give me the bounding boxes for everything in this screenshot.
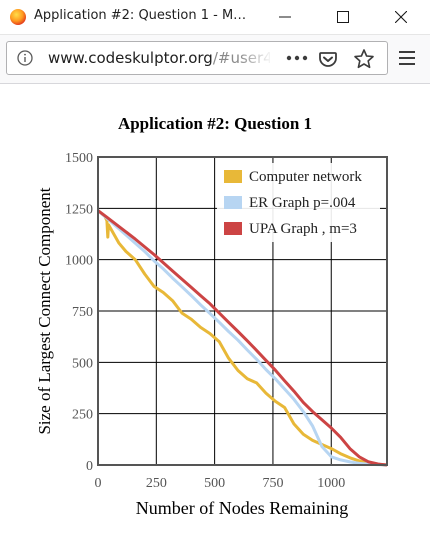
grid-lines	[98, 157, 387, 465]
close-icon	[395, 11, 407, 23]
y-tick-label: 1000	[65, 254, 93, 269]
page-content: Application #2: Question 1 0 250 500 750 100…	[0, 84, 430, 550]
x-tick-label: 1000	[317, 476, 345, 491]
y-tick-label: 0	[86, 459, 93, 474]
hamburger-menu-icon[interactable]	[398, 49, 416, 67]
legend-box	[217, 163, 380, 242]
url-host: www.codeskulptor.org	[48, 49, 213, 67]
series-lines	[97, 209, 388, 467]
x-tick-label: 0	[95, 476, 102, 491]
close-button[interactable]	[372, 0, 430, 34]
y-tick-label: 750	[72, 305, 93, 320]
legend-swatch	[224, 196, 242, 209]
x-tick-label: 250	[146, 476, 167, 491]
chart: Application #2: Question 1 0 250 500 750 100…	[35, 114, 388, 518]
info-icon[interactable]	[17, 50, 33, 66]
legend-label: ER Graph p=.004	[249, 195, 356, 211]
browser-toolbar: www.codeskulptor.org/#user4	[0, 35, 430, 84]
series-line-2	[97, 209, 388, 467]
maximize-icon	[337, 11, 349, 23]
legend-swatch	[224, 222, 242, 235]
y-tick-label: 250	[72, 408, 93, 423]
legend-swatch	[224, 170, 242, 183]
more-icon[interactable]	[285, 51, 309, 65]
maximize-button[interactable]	[314, 0, 372, 34]
url-fade	[239, 44, 273, 72]
y-tick-label: 500	[72, 356, 93, 371]
tab-title[interactable]: Application #2: Question 1 - M…	[34, 8, 247, 23]
minimize-icon	[279, 16, 291, 18]
legend-label: Computer network	[249, 169, 362, 185]
x-tick-label: 500	[204, 476, 225, 491]
bookmark-star-icon[interactable]	[353, 48, 375, 70]
y-tick-label: 1500	[65, 151, 93, 166]
url-bar[interactable]: www.codeskulptor.org/#user4	[6, 41, 388, 75]
chart-title: Application #2: Question 1	[118, 114, 312, 133]
x-axis-label: Number of Nodes Remaining	[136, 498, 348, 518]
legend-label: UPA Graph , m=3	[249, 221, 357, 237]
tick-labels: 0 250 500 750 1000 0 250 500 750 1000 1250 1500	[65, 151, 345, 491]
plot-frame	[97, 156, 388, 466]
url-text[interactable]: www.codeskulptor.org/#user4	[48, 49, 270, 67]
series-line-0	[97, 209, 388, 467]
minimize-button[interactable]	[256, 0, 314, 34]
pocket-icon[interactable]	[318, 49, 338, 69]
series-line-1	[97, 209, 388, 467]
y-axis-label: Size of Largest Connect Component	[35, 187, 54, 434]
legend: Computer network ER Graph p=.004 UPA Graph…	[217, 163, 380, 242]
window-titlebar: Application #2: Question 1 - M…	[0, 0, 430, 35]
y-tick-label: 1250	[65, 202, 93, 217]
firefox-logo-icon	[10, 9, 26, 25]
x-tick-label: 750	[262, 476, 283, 491]
